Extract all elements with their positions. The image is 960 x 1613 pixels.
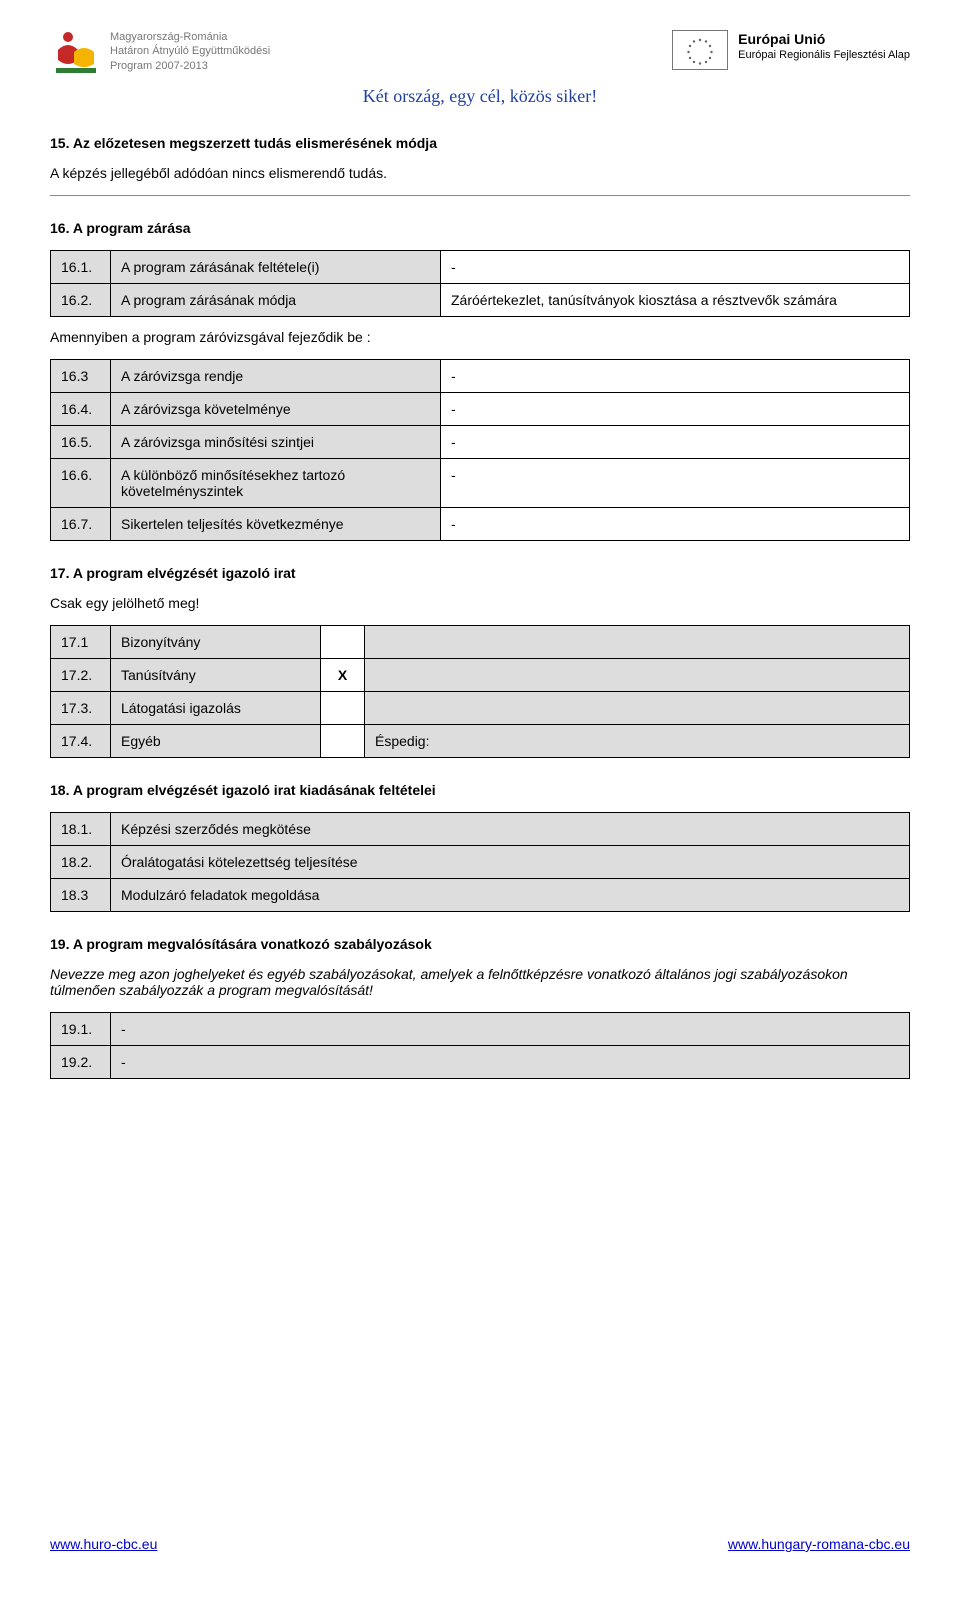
table-row: 16.7. Sikertelen teljesítés következmény… [51,508,910,541]
table-row: 16.5. A záróvizsga minősítési szintjei - [51,426,910,459]
logo-hungary-romania: Magyarország-Románia Határon Átnyúló Egy… [50,30,270,76]
cell-num: 18.1. [51,813,111,846]
table-row: 19.2. - [51,1046,910,1079]
cell-num: 19.1. [51,1013,111,1046]
cell-label: A különböző minősítésekhez tartozó követ… [111,459,441,508]
cell-label: Bizonyítvány [111,626,321,659]
table-17: 17.1 Bizonyítvány 17.2. Tanúsítvány X 17… [50,625,910,758]
divider [50,195,910,196]
table-18: 18.1. Képzési szerződés megkötése 18.2. … [50,812,910,912]
cell-num: 16.4. [51,393,111,426]
cell-num: 18.3 [51,879,111,912]
cell-label: A záróvizsga rendje [111,360,441,393]
cell-label: Modulzáró feladatok megoldása [111,879,910,912]
cell-label: Sikertelen teljesítés következménye [111,508,441,541]
cell-label: Egyéb [111,725,321,758]
page-header: Magyarország-Románia Határon Átnyúló Egy… [50,30,910,76]
left-logo-line2: Határon Átnyúló Együttműködési [110,44,270,58]
cell-num: 18.2. [51,846,111,879]
table-16a: 16.1. A program zárásának feltétele(i) -… [50,250,910,317]
table-row: 18.3 Modulzáró feladatok megoldása [51,879,910,912]
cell-num: 17.3. [51,692,111,725]
section-17-title: 17. A program elvégzését igazoló irat [50,565,910,581]
cell-extra [365,659,910,692]
cell-num: 16.7. [51,508,111,541]
cell-extra: Éspedig: [365,725,910,758]
footer-link-right[interactable]: www.hungary-romana-cbc.eu [728,1536,910,1552]
section-16-title: 16. A program zárása [50,220,910,236]
cell-mark [321,626,365,659]
section-18-title: 18. A program elvégzését igazoló irat ki… [50,782,910,798]
table-row: 17.2. Tanúsítvány X [51,659,910,692]
table-row: 16.4. A záróvizsga követelménye - [51,393,910,426]
table-row: 17.3. Látogatási igazolás [51,692,910,725]
cell-value: - [441,251,910,284]
cell-value: - [441,459,910,508]
cell-value: Záróértekezlet, tanúsítványok kiosztása … [441,284,910,317]
cell-num: 16.6. [51,459,111,508]
table-row: 16.3 A záróvizsga rendje - [51,360,910,393]
section-17-note: Csak egy jelölhető meg! [50,595,910,611]
logo-eu: Európai Unió Európai Regionális Fejleszt… [672,30,910,70]
table-row: 19.1. - [51,1013,910,1046]
cell-num: 16.2. [51,284,111,317]
table-16b: 16.3 A záróvizsga rendje - 16.4. A záróv… [50,359,910,541]
table-row: 18.1. Képzési szerződés megkötése [51,813,910,846]
cell-value: - [111,1046,910,1079]
cell-num: 16.5. [51,426,111,459]
cell-value: - [111,1013,910,1046]
table-row: 18.2. Óralátogatási kötelezettség teljes… [51,846,910,879]
cell-label: Óralátogatási kötelezettség teljesítése [111,846,910,879]
section-15-text: A képzés jellegéből adódóan nincs elisme… [50,165,910,181]
cell-num: 19.2. [51,1046,111,1079]
section-19-title: 19. A program megvalósítására vonatkozó … [50,936,910,952]
cell-value: - [441,508,910,541]
section-16-cond: Amennyiben a program záróvizsgával fejez… [50,329,910,345]
cell-mark [321,692,365,725]
cell-num: 16.3 [51,360,111,393]
program-logo-icon [50,30,102,76]
cell-extra [365,626,910,659]
section-19-desc: Nevezze meg azon joghelyeket és egyéb sz… [50,966,910,998]
left-logo-line3: Program 2007-2013 [110,59,270,73]
cell-num: 16.1. [51,251,111,284]
table-19: 19.1. - 19.2. - [50,1012,910,1079]
cell-extra [365,692,910,725]
cell-label: Képzési szerződés megkötése [111,813,910,846]
cell-value: - [441,426,910,459]
table-row: 16.2. A program zárásának módja Záróérte… [51,284,910,317]
motto: Két ország, egy cél, közös siker! [50,86,910,107]
cell-num: 17.1 [51,626,111,659]
page-footer: www.huro-cbc.eu www.hungary-romana-cbc.e… [50,1536,910,1552]
cell-label: A program zárásának módja [111,284,441,317]
table-row: 17.4. Egyéb Éspedig: [51,725,910,758]
eu-flag-icon [672,30,728,70]
cell-num: 17.4. [51,725,111,758]
cell-label: Tanúsítvány [111,659,321,692]
cell-mark [321,725,365,758]
cell-value: - [441,360,910,393]
footer-link-left[interactable]: www.huro-cbc.eu [50,1536,157,1552]
cell-label: A záróvizsga követelménye [111,393,441,426]
section-15-title: 15. Az előzetesen megszerzett tudás elis… [50,135,910,151]
cell-label: A program zárásának feltétele(i) [111,251,441,284]
table-row: 16.6. A különböző minősítésekhez tartozó… [51,459,910,508]
cell-value: - [441,393,910,426]
eu-title: Európai Unió [738,30,910,48]
left-logo-line1: Magyarország-Románia [110,30,270,44]
eu-subtitle: Európai Regionális Fejlesztési Alap [738,48,910,62]
table-row: 16.1. A program zárásának feltétele(i) - [51,251,910,284]
cell-num: 17.2. [51,659,111,692]
cell-label: A záróvizsga minősítési szintjei [111,426,441,459]
cell-label: Látogatási igazolás [111,692,321,725]
cell-mark: X [321,659,365,692]
table-row: 17.1 Bizonyítvány [51,626,910,659]
